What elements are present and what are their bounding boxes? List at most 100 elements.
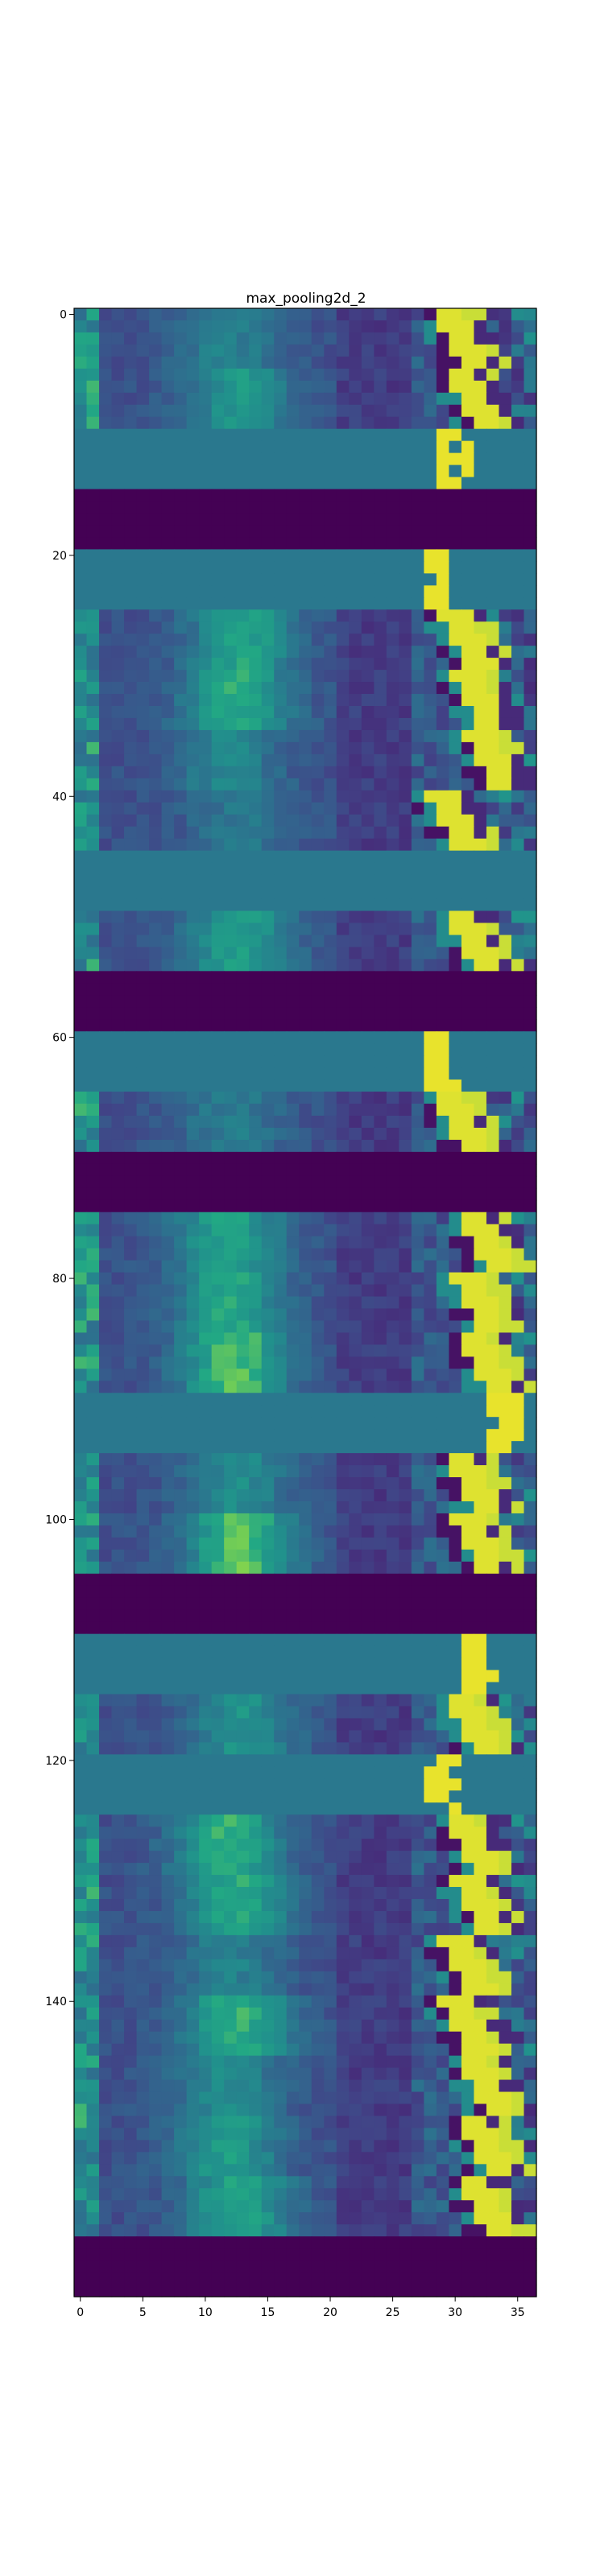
heatmap-cell [99,887,112,900]
heatmap-cell [99,513,112,526]
heatmap-cell [412,1923,424,1936]
heatmap-cell [461,827,474,840]
heatmap-cell [237,1513,250,1526]
heatmap-cell [237,561,250,574]
heatmap-cell [324,1634,337,1647]
heatmap-cell [274,947,287,960]
heatmap-cell [437,1875,449,1888]
heatmap-cell [262,489,275,502]
heatmap-cell [174,417,187,430]
heatmap-cell [74,573,87,586]
heatmap-cell [399,525,412,538]
heatmap-cell [337,1802,350,1815]
heatmap-cell [524,332,536,345]
heatmap-cell [349,1007,362,1020]
heatmap-cell [274,1766,287,1779]
heatmap-cell [374,477,387,490]
heatmap-cell [524,1839,536,1852]
heatmap-cell [112,1887,125,1900]
heatmap-cell [349,839,362,852]
heatmap-cell [324,597,337,610]
heatmap-cell [237,1200,250,1213]
heatmap-cell [187,429,200,442]
heatmap-cell [299,1393,312,1406]
heatmap-cell [287,417,300,430]
heatmap-cell [287,935,300,947]
heatmap-cell [187,875,200,888]
heatmap-cell [287,357,300,369]
heatmap-cell [387,1574,399,1587]
heatmap-cell [511,1405,524,1418]
heatmap-cell [362,1453,375,1466]
heatmap-cell [149,1320,162,1333]
heatmap-cell [399,417,412,430]
heatmap-cell [299,417,312,430]
heatmap-cell [437,887,449,900]
heatmap-cell [87,1273,100,1286]
heatmap-cell [424,1320,437,1333]
heatmap-cell [137,1646,150,1659]
heatmap-cell [87,634,100,646]
heatmap-cell [287,1381,300,1393]
heatmap-cell [262,1489,275,1502]
heatmap-cell [324,441,337,454]
heatmap-cell [87,1368,100,1381]
heatmap-cell [449,1080,461,1092]
heatmap-cell [87,1043,100,1056]
heatmap-cell [374,1067,387,1080]
heatmap-cell [212,1332,225,1345]
heatmap-cell [437,827,449,840]
heatmap-cell [287,405,300,418]
heatmap-cell [387,393,399,406]
heatmap-cell [437,971,449,984]
heatmap-cell [362,875,375,888]
heatmap-cell [312,1501,325,1514]
heatmap-cell [499,308,511,321]
heatmap-cell [324,803,337,815]
heatmap-cell [461,1043,474,1056]
heatmap-cell [137,369,150,382]
heatmap-cell [449,983,461,996]
heatmap-cell [249,1297,262,1310]
heatmap-cell [174,718,187,731]
heatmap-cell [524,1598,536,1611]
heatmap-cell [312,1441,325,1454]
heatmap-cell [349,947,362,960]
heatmap-cell [287,1055,300,1068]
heatmap-cell [349,1742,362,1755]
heatmap-cell [112,320,125,333]
heatmap-cell [274,537,287,550]
heatmap-cell [449,778,461,791]
heatmap-cell [324,1851,337,1864]
heatmap-cell [299,537,312,550]
heatmap-cell [137,393,150,406]
heatmap-cell [187,1513,200,1526]
heatmap-cell [299,1249,312,1261]
heatmap-cell [224,1164,237,1177]
heatmap-cell [399,1742,412,1755]
heatmap-cell [87,1249,100,1261]
heatmap-cell [112,1176,125,1189]
heatmap-cell [387,357,399,369]
heatmap-cell [387,1285,399,1298]
heatmap-cell [224,1887,237,1900]
heatmap-cell [299,766,312,779]
heatmap-cell [99,1261,112,1274]
heatmap-cell [362,983,375,996]
heatmap-cell [312,1116,325,1129]
heatmap-cell [437,1586,449,1599]
heatmap-cell [124,1332,137,1345]
heatmap-cell [399,1538,412,1550]
heatmap-cell [437,1429,449,1442]
heatmap-cell [174,549,187,562]
heatmap-cell [162,646,175,658]
heatmap-cell [224,585,237,598]
heatmap-cell [212,429,225,442]
heatmap-cell [511,803,524,815]
heatmap-cell [162,393,175,406]
heatmap-cell [511,1381,524,1393]
heatmap-cell [237,1031,250,1044]
heatmap-cell [399,815,412,828]
heatmap-cell [74,1393,87,1406]
heatmap-cell [324,1116,337,1129]
